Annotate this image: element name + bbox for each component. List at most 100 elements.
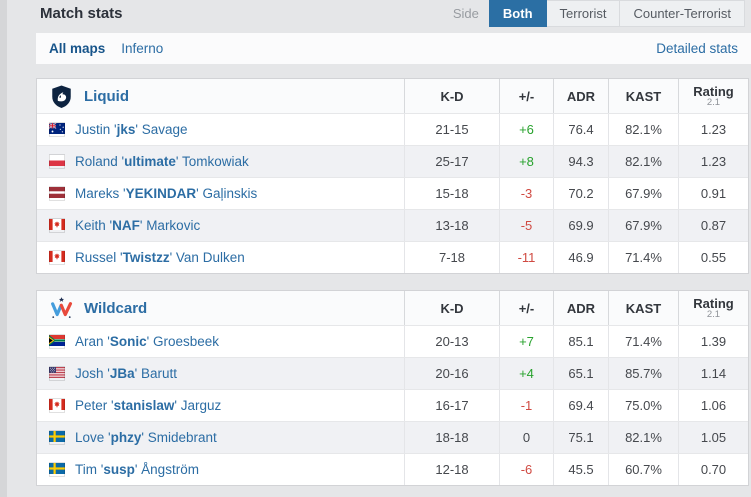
column-header-k-d: K-D <box>404 291 499 325</box>
stat-adr: 69.4 <box>553 390 608 421</box>
player-link-twistzz[interactable]: Russel 'Twistzz' Van Dulken <box>75 250 245 265</box>
player-link-naf[interactable]: Keith 'NAF' Markovic <box>75 218 201 233</box>
side-tab-both[interactable]: Both <box>488 0 547 27</box>
column-header--: +/- <box>499 79 553 113</box>
stats-table-wildcard: Wildcard K-D +/- ADR KAST Rating 2.1 Aran 'Soni… <box>36 290 749 486</box>
stat-kast: 82.1% <box>608 114 678 145</box>
stat-rating: 1.05 <box>678 422 748 453</box>
stat-kast: 67.9% <box>608 210 678 241</box>
column-header-rating: Rating 2.1 <box>678 291 748 325</box>
side-tabs-group: Both Terrorist Counter-Terrorist <box>488 0 745 27</box>
player-row: Peter 'stanislaw' Jarguz 16-17 -1 69.4 75.0%… <box>37 389 748 421</box>
side-controls: Side Both Terrorist Counter-Terrorist <box>453 0 745 27</box>
stat-rating: 1.23 <box>678 146 748 177</box>
stat-plus-minus: -5 <box>499 210 553 241</box>
stat-kd: 16-17 <box>404 390 499 421</box>
player-name-cell: Josh 'JBa' Barutt <box>37 358 404 389</box>
player-row: Keith 'NAF' Markovic 13-18 -5 69.9 67.9% 0.87 <box>37 209 748 241</box>
flag-usa-icon <box>49 366 65 381</box>
team-name-link[interactable]: Wildcard <box>84 299 148 317</box>
team-header-row: Liquid K-D +/- ADR KAST Rating 2.1 <box>37 79 748 113</box>
detailed-stats-link[interactable]: Detailed stats <box>656 41 738 56</box>
stat-rating: 1.06 <box>678 390 748 421</box>
stat-kd: 13-18 <box>404 210 499 241</box>
stat-kast: 82.1% <box>608 146 678 177</box>
stat-adr: 69.9 <box>553 210 608 241</box>
player-name-cell: Justin 'jks' Savage <box>37 114 404 145</box>
flag-south-africa-icon <box>49 334 65 349</box>
player-link-jba[interactable]: Josh 'JBa' Barutt <box>75 366 177 381</box>
player-name-cell: Russel 'Twistzz' Van Dulken <box>37 242 404 273</box>
stat-adr: 76.4 <box>553 114 608 145</box>
page-left-gutter <box>0 0 7 497</box>
side-tab-counter-terrorist[interactable]: Counter-Terrorist <box>620 0 745 27</box>
stat-kd: 21-15 <box>404 114 499 145</box>
player-link-sonic[interactable]: Aran 'Sonic' Groesbeek <box>75 334 219 349</box>
player-row: Josh 'JBa' Barutt 20-16 +4 65.1 85.7% 1.14 <box>37 357 748 389</box>
stat-rating: 0.55 <box>678 242 748 273</box>
flag-poland-icon <box>49 154 65 169</box>
player-link-stanislaw[interactable]: Peter 'stanislaw' Jarguz <box>75 398 222 413</box>
column-header-adr: ADR <box>553 79 608 113</box>
player-link-phzy[interactable]: Love 'phzy' Smidebrant <box>75 430 217 445</box>
stat-kast: 71.4% <box>608 242 678 273</box>
rating-version-label: 2.1 <box>706 97 721 108</box>
team-cell: Wildcard <box>37 291 404 325</box>
stat-adr: 85.1 <box>553 326 608 357</box>
player-row: Love 'phzy' Smidebrant 18-18 0 75.1 82.1% 1.0… <box>37 421 748 453</box>
team-liquid-logo-icon[interactable] <box>49 84 74 109</box>
side-label: Side <box>452 6 479 21</box>
team-name-link[interactable]: Liquid <box>84 87 129 105</box>
stat-kast: 85.7% <box>608 358 678 389</box>
stat-rating: 1.39 <box>678 326 748 357</box>
flag-sweden-icon <box>49 462 65 477</box>
team-cell: Liquid <box>37 79 404 113</box>
player-name-cell: Mareks 'YEKINDAR' Gaļinskis <box>37 178 404 209</box>
team-wildcard-logo-icon[interactable] <box>49 296 74 321</box>
column-header--: +/- <box>499 291 553 325</box>
stat-rating: 0.87 <box>678 210 748 241</box>
column-header-adr: ADR <box>553 291 608 325</box>
player-link-jks[interactable]: Justin 'jks' Savage <box>75 122 188 137</box>
stat-kast: 82.1% <box>608 422 678 453</box>
player-link-ultimate[interactable]: Roland 'ultimate' Tomkowiak <box>75 154 249 169</box>
stat-kd: 25-17 <box>404 146 499 177</box>
player-name-cell: Love 'phzy' Smidebrant <box>37 422 404 453</box>
flag-latvia-icon <box>49 186 65 201</box>
stat-plus-minus: 0 <box>499 422 553 453</box>
player-link-susp[interactable]: Tim 'susp' Ångström <box>75 462 199 477</box>
stat-adr: 70.2 <box>553 178 608 209</box>
stat-plus-minus: +7 <box>499 326 553 357</box>
stat-plus-minus: +8 <box>499 146 553 177</box>
stat-plus-minus: -1 <box>499 390 553 421</box>
column-header-k-d: K-D <box>404 79 499 113</box>
stat-kast: 60.7% <box>608 454 678 485</box>
stat-rating: 0.70 <box>678 454 748 485</box>
stat-adr: 65.1 <box>553 358 608 389</box>
flag-canada-icon <box>49 218 65 233</box>
player-name-cell: Roland 'ultimate' Tomkowiak <box>37 146 404 177</box>
flag-canada-icon <box>49 250 65 265</box>
stat-kd: 7-18 <box>404 242 499 273</box>
stat-plus-minus: -11 <box>499 242 553 273</box>
maps-tabs-group: All maps Inferno <box>49 41 179 56</box>
maps-tab-all-maps[interactable]: All maps <box>49 41 106 56</box>
side-tab-terrorist[interactable]: Terrorist <box>546 0 621 27</box>
stat-rating: 1.14 <box>678 358 748 389</box>
player-row: Justin 'jks' Savage 21-15 +6 76.4 82.1% 1.23 <box>37 113 748 145</box>
maps-tab-inferno[interactable]: Inferno <box>121 41 164 56</box>
column-header-kast: KAST <box>608 291 678 325</box>
stat-plus-minus: +6 <box>499 114 553 145</box>
stat-kd: 20-16 <box>404 358 499 389</box>
stat-kast: 75.0% <box>608 390 678 421</box>
player-link-yekindar[interactable]: Mareks 'YEKINDAR' Gaļinskis <box>75 186 258 201</box>
team-header-row: Wildcard K-D +/- ADR KAST Rating 2.1 <box>37 291 748 325</box>
player-row: Tim 'susp' Ångström 12-18 -6 45.5 60.7% 0.70 <box>37 453 748 485</box>
column-header-kast: KAST <box>608 79 678 113</box>
page-title: Match stats <box>40 5 123 22</box>
stat-adr: 46.9 <box>553 242 608 273</box>
stat-kd: 18-18 <box>404 422 499 453</box>
player-name-cell: Keith 'NAF' Markovic <box>37 210 404 241</box>
stat-kd: 12-18 <box>404 454 499 485</box>
maps-bar: All maps Inferno Detailed stats <box>36 33 751 64</box>
